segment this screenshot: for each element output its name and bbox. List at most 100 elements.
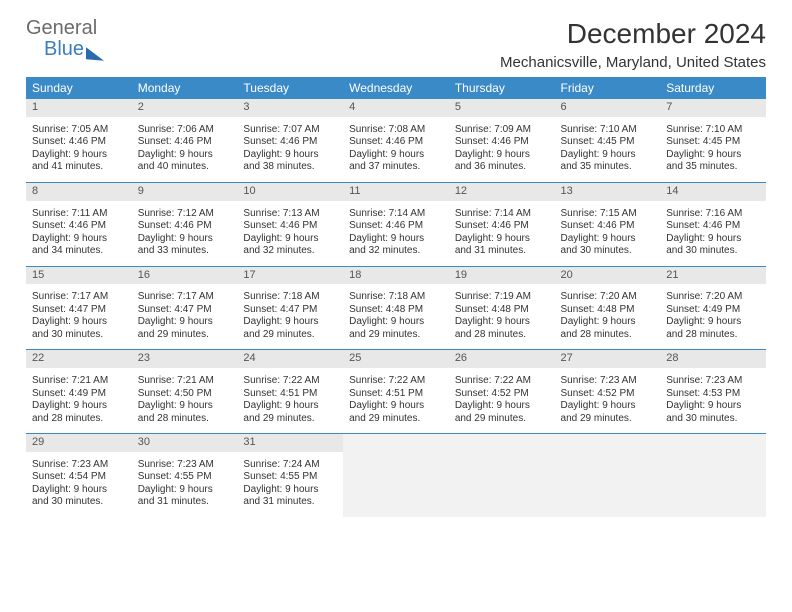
day-content: Sunrise: 7:13 AMSunset: 4:46 PMDaylight:…	[243, 205, 337, 258]
daylight-line: Daylight: 9 hours and 30 minutes.	[666, 233, 760, 258]
calendar-day-cell	[343, 452, 449, 517]
sunrise-line: Sunrise: 7:22 AM	[349, 375, 443, 388]
month-title: December 2024	[500, 18, 766, 50]
sunset-line: Sunset: 4:48 PM	[455, 304, 549, 317]
day-content: Sunrise: 7:07 AMSunset: 4:46 PMDaylight:…	[243, 121, 337, 174]
calendar-week-row: Sunrise: 7:21 AMSunset: 4:49 PMDaylight:…	[26, 368, 766, 434]
calendar-day-cell: Sunrise: 7:14 AMSunset: 4:46 PMDaylight:…	[449, 201, 555, 267]
calendar-daynum-cell: 5	[449, 99, 555, 117]
sunrise-line: Sunrise: 7:07 AM	[243, 124, 337, 137]
daylight-line: Daylight: 9 hours and 30 minutes.	[32, 484, 126, 509]
day-content: Sunrise: 7:23 AMSunset: 4:54 PMDaylight:…	[32, 456, 126, 509]
calendar-daynum-cell	[343, 434, 449, 452]
sunset-line: Sunset: 4:55 PM	[243, 471, 337, 484]
calendar-day-cell: Sunrise: 7:06 AMSunset: 4:46 PMDaylight:…	[132, 117, 238, 183]
calendar-daynum-cell: 12	[449, 182, 555, 200]
calendar-daynum-cell: 13	[555, 182, 661, 200]
calendar-daynum-cell: 24	[237, 350, 343, 368]
sunrise-line: Sunrise: 7:12 AM	[138, 208, 232, 221]
calendar-day-cell: Sunrise: 7:23 AMSunset: 4:53 PMDaylight:…	[660, 368, 766, 434]
weekday-header: Wednesday	[343, 77, 449, 99]
sunset-line: Sunset: 4:47 PM	[32, 304, 126, 317]
day-content: Sunrise: 7:22 AMSunset: 4:52 PMDaylight:…	[455, 372, 549, 425]
calendar-daynum-row: 15161718192021	[26, 266, 766, 284]
calendar-day-cell: Sunrise: 7:13 AMSunset: 4:46 PMDaylight:…	[237, 201, 343, 267]
daylight-line: Daylight: 9 hours and 28 minutes.	[138, 400, 232, 425]
daylight-line: Daylight: 9 hours and 29 minutes.	[455, 400, 549, 425]
calendar-daynum-cell: 4	[343, 99, 449, 117]
calendar-daynum-cell: 19	[449, 266, 555, 284]
day-number: 1	[26, 99, 132, 117]
calendar-day-cell	[555, 452, 661, 517]
calendar-day-cell: Sunrise: 7:19 AMSunset: 4:48 PMDaylight:…	[449, 284, 555, 350]
sunset-line: Sunset: 4:46 PM	[243, 136, 337, 149]
calendar-daynum-cell: 26	[449, 350, 555, 368]
day-content: Sunrise: 7:06 AMSunset: 4:46 PMDaylight:…	[138, 121, 232, 174]
day-number: 12	[449, 183, 555, 201]
calendar-daynum-cell: 15	[26, 266, 132, 284]
calendar-daynum-row: 293031	[26, 434, 766, 452]
day-content: Sunrise: 7:17 AMSunset: 4:47 PMDaylight:…	[138, 288, 232, 341]
calendar-daynum-cell: 9	[132, 182, 238, 200]
header: General Blue December 2024 Mechanicsvill…	[26, 18, 766, 71]
sunrise-line: Sunrise: 7:22 AM	[455, 375, 549, 388]
day-number	[449, 434, 555, 452]
calendar-day-cell: Sunrise: 7:08 AMSunset: 4:46 PMDaylight:…	[343, 117, 449, 183]
daylight-line: Daylight: 9 hours and 29 minutes.	[243, 400, 337, 425]
day-number: 24	[237, 350, 343, 368]
day-number: 3	[237, 99, 343, 117]
sunrise-line: Sunrise: 7:05 AM	[32, 124, 126, 137]
sunrise-line: Sunrise: 7:21 AM	[138, 375, 232, 388]
daylight-line: Daylight: 9 hours and 40 minutes.	[138, 149, 232, 174]
calendar-day-cell: Sunrise: 7:24 AMSunset: 4:55 PMDaylight:…	[237, 452, 343, 517]
calendar-day-cell: Sunrise: 7:20 AMSunset: 4:49 PMDaylight:…	[660, 284, 766, 350]
title-block: December 2024 Mechanicsville, Maryland, …	[500, 18, 766, 71]
calendar-daynum-cell: 7	[660, 99, 766, 117]
calendar-table: SundayMondayTuesdayWednesdayThursdayFrid…	[26, 77, 766, 517]
daylight-line: Daylight: 9 hours and 29 minutes.	[349, 316, 443, 341]
sunrise-line: Sunrise: 7:19 AM	[455, 291, 549, 304]
sunset-line: Sunset: 4:49 PM	[666, 304, 760, 317]
day-number: 9	[132, 183, 238, 201]
sunset-line: Sunset: 4:51 PM	[243, 388, 337, 401]
day-number: 21	[660, 267, 766, 285]
day-content: Sunrise: 7:20 AMSunset: 4:49 PMDaylight:…	[666, 288, 760, 341]
calendar-daynum-cell: 11	[343, 182, 449, 200]
calendar-week-row: Sunrise: 7:23 AMSunset: 4:54 PMDaylight:…	[26, 452, 766, 517]
calendar-week-row: Sunrise: 7:17 AM Sunset: 4:47 PM Daylight:…	[26, 284, 766, 350]
daylight-line: Daylight: 9 hours and 35 minutes.	[666, 149, 760, 174]
sunrise-line: Sunrise: 7:20 AM	[666, 291, 760, 304]
sunrise-line: Sunrise: 7:17 AM	[138, 291, 232, 304]
day-content: Sunrise: 7:21 AMSunset: 4:50 PMDaylight:…	[138, 372, 232, 425]
daylight-line: Daylight: 9 hours and 31 minutes.	[243, 484, 337, 509]
daylight-line: Daylight: 9 hours and 29 minutes.	[349, 400, 443, 425]
daylight-line: Daylight: 9 hours and 28 minutes.	[455, 316, 549, 341]
page: General Blue December 2024 Mechanicsvill…	[0, 0, 792, 535]
sunset-line: Sunset: 4:46 PM	[32, 136, 126, 149]
calendar-day-cell: Sunrise: 7:23 AMSunset: 4:52 PMDaylight:…	[555, 368, 661, 434]
sunrise-line: Sunrise: 7:22 AM	[243, 375, 337, 388]
day-content: Sunrise: 7:14 AMSunset: 4:46 PMDaylight:…	[349, 205, 443, 258]
calendar-daynum-cell: 29	[26, 434, 132, 452]
day-content: Sunrise: 7:08 AMSunset: 4:46 PMDaylight:…	[349, 121, 443, 174]
logo: General Blue	[26, 18, 104, 60]
calendar-day-cell: Sunrise: 7:05 AMSunset: 4:46 PMDaylight:…	[26, 117, 132, 183]
day-content: Sunrise: 7:24 AMSunset: 4:55 PMDaylight:…	[243, 456, 337, 509]
sunset-line: Sunset: 4:46 PM	[455, 136, 549, 149]
sunset-line: Sunset: 4:54 PM	[32, 471, 126, 484]
daylight-line: Daylight: 9 hours and 41 minutes.	[32, 149, 126, 174]
calendar-day-cell: Sunrise: 7:22 AMSunset: 4:51 PMDaylight:…	[237, 368, 343, 434]
calendar-day-cell: Sunrise: 7:10 AMSunset: 4:45 PMDaylight:…	[660, 117, 766, 183]
sunset-line: Sunset: 4:46 PM	[138, 220, 232, 233]
day-number: 11	[343, 183, 449, 201]
daylight-line: Daylight: 9 hours and 28 minutes.	[32, 400, 126, 425]
day-number: 6	[555, 99, 661, 117]
sunrise-line: Sunrise: 7:18 AM	[243, 291, 337, 304]
day-number: 10	[237, 183, 343, 201]
sunrise-line: Sunrise: 7:14 AM	[349, 208, 443, 221]
day-number: 23	[132, 350, 238, 368]
sunrise-line: Sunrise: 7:23 AM	[138, 459, 232, 472]
calendar-daynum-cell: 25	[343, 350, 449, 368]
day-content: Sunrise: 7:22 AMSunset: 4:51 PMDaylight:…	[349, 372, 443, 425]
day-content: Sunrise: 7:18 AMSunset: 4:47 PMDaylight:…	[243, 288, 337, 341]
